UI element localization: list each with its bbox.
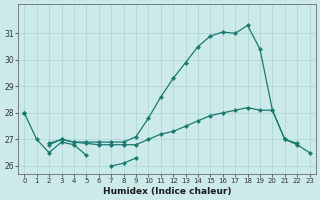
- X-axis label: Humidex (Indice chaleur): Humidex (Indice chaleur): [103, 187, 231, 196]
